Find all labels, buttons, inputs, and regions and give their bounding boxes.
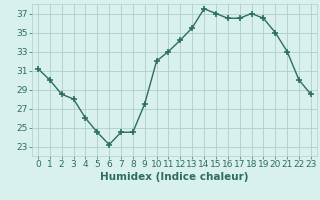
X-axis label: Humidex (Indice chaleur): Humidex (Indice chaleur) bbox=[100, 172, 249, 182]
